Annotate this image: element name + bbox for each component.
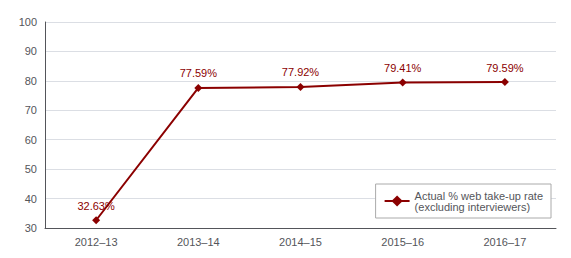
svg-text:Actual % web take-up rate: Actual % web take-up rate (414, 189, 543, 202)
svg-text:2012–13: 2012–13 (75, 236, 118, 248)
svg-text:90: 90 (25, 45, 37, 57)
svg-text:32.63%: 32.63% (77, 200, 115, 212)
svg-text:77.92%: 77.92% (282, 66, 320, 78)
svg-text:80: 80 (25, 75, 37, 87)
svg-text:2015–16: 2015–16 (381, 236, 424, 248)
svg-text:(excluding interviewers): (excluding interviewers) (415, 201, 531, 213)
svg-text:2016–17: 2016–17 (483, 236, 526, 248)
svg-text:50: 50 (25, 163, 37, 175)
svg-text:70: 70 (25, 104, 37, 116)
svg-text:40: 40 (25, 193, 37, 205)
svg-text:79.41%: 79.41% (384, 62, 422, 74)
svg-text:60: 60 (25, 134, 37, 146)
svg-text:79.59%: 79.59% (486, 62, 524, 74)
svg-text:30: 30 (25, 222, 37, 234)
svg-text:2014–15: 2014–15 (279, 236, 322, 248)
svg-text:100: 100 (19, 16, 37, 28)
svg-text:2013–14: 2013–14 (177, 236, 220, 248)
svg-text:77.59%: 77.59% (180, 67, 218, 79)
